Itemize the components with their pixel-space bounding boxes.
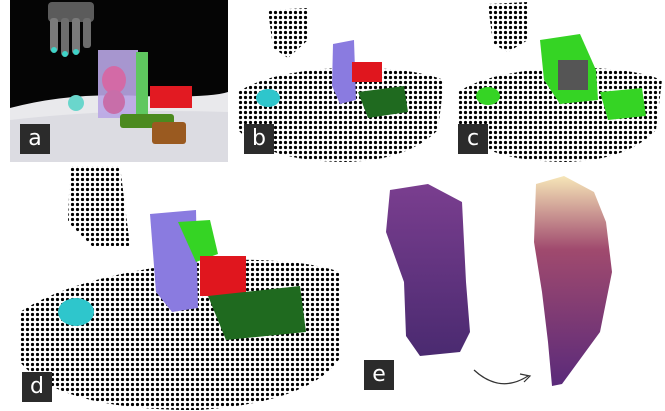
panel-a-photo: a [10, 0, 228, 162]
box-purple [98, 50, 138, 118]
panel-b-segmented-cloud: b [228, 0, 446, 162]
point-cloud-c [458, 2, 662, 162]
panel-label-a: a [20, 124, 50, 154]
panel-label-e: e [364, 360, 394, 390]
panel-e-meshes: e [350, 162, 665, 411]
robot-hand [48, 2, 94, 57]
box-red [150, 86, 192, 108]
point-cloud-b [238, 8, 444, 162]
mesh-after [534, 176, 612, 386]
mesh-comparison [386, 176, 612, 386]
mesh-before [386, 184, 470, 356]
panel-label-d: d [22, 372, 52, 402]
toy-drill [120, 114, 186, 144]
point-cloud-d [20, 166, 340, 411]
transition-arrow [473, 369, 529, 385]
ball-cyan [68, 95, 84, 111]
panel-label-b: b [244, 124, 274, 154]
panel-d-zoomed-cloud: d [0, 162, 345, 411]
panel-label-c: c [458, 124, 488, 154]
photo-scene [10, 0, 228, 162]
box-green [136, 52, 148, 118]
panel-c-highlighted-cloud: c [448, 0, 665, 162]
